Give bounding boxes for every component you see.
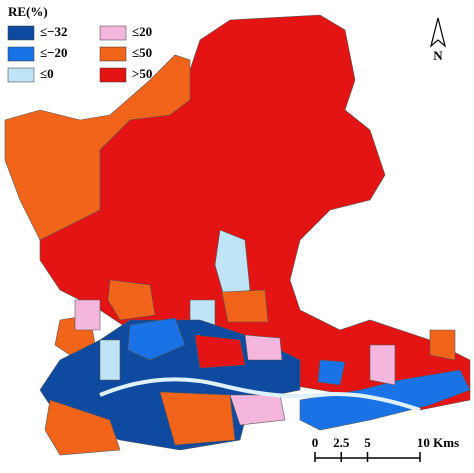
legend-swatch [99, 25, 127, 41]
north-label: N [433, 48, 443, 63]
legend-swatch [99, 67, 127, 83]
scale-bar: 0 2.5 5 10 Kms [312, 435, 459, 462]
scale-label: 0 [312, 435, 319, 450]
legend-label: ≤0 [40, 66, 54, 81]
legend-title: RE(%) [8, 4, 48, 19]
legend-swatch [7, 46, 35, 62]
map-regions [4, 14, 471, 456]
legend-label: ≤−32 [40, 24, 68, 39]
scale-label: 2.5 [333, 435, 350, 450]
north-arrow: N [429, 17, 447, 63]
scale-label: 5 [364, 435, 371, 450]
legend-label: ≤50 [132, 45, 152, 60]
scale-label: 10 Kms [417, 435, 459, 450]
legend: RE(%) ≤−32 ≤−20 ≤0 ≤20 ≤50 >50 [7, 4, 152, 83]
legend-swatch [7, 67, 35, 83]
legend-swatch [7, 25, 35, 41]
legend-label: >50 [132, 66, 152, 81]
legend-label: ≤20 [132, 24, 152, 39]
legend-label: ≤−20 [40, 45, 68, 60]
legend-swatch [99, 46, 127, 62]
